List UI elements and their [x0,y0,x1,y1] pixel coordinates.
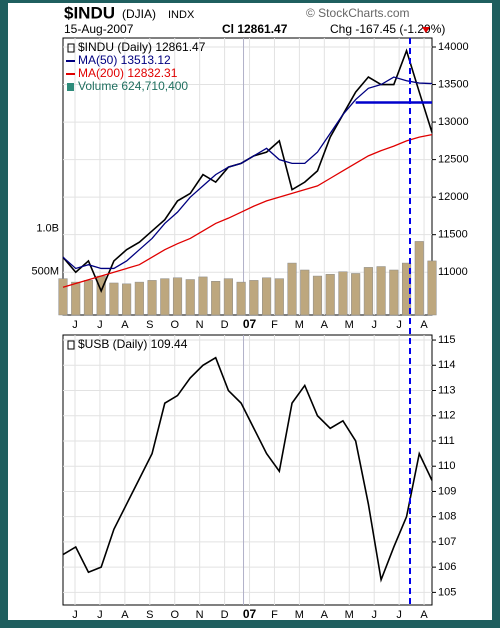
x-tick-label: M [295,609,304,621]
volume-bar [287,262,297,316]
symbol: $INDU [64,3,115,22]
volume-bar [274,278,284,316]
close: Cl 12861.47 [222,22,288,36]
x-tick-label: A [321,609,329,621]
x-tick-label: J [72,609,78,621]
volume-bar [236,281,246,316]
y-tick-label: 14000 [438,41,469,53]
volume-bar [376,266,386,316]
volume-bar [172,277,183,316]
x-tick-label: 07 [243,607,257,621]
y-tick-label: 115 [438,334,456,346]
volume-bar [147,280,157,316]
volume-bar [223,278,233,316]
x-tick-label: N [196,609,204,621]
volume-bar [198,276,208,316]
x-tick-label: F [271,609,278,621]
y-tick-label: 13500 [438,78,469,90]
y2-tick-label: 500M [31,266,59,278]
legend-label: MA(50) 13513.12 [78,53,171,67]
y2-tick-label: 1.0B [36,222,59,234]
volume-bar [122,283,132,316]
index-name: (DJIA) [122,7,156,21]
y-tick-label: 105 [438,586,456,598]
x-tick-label: A [420,319,428,331]
x-tick-label: A [420,609,428,621]
x-tick-label: O [170,319,179,331]
x-tick-label: J [97,609,103,621]
x-tick-label: S [146,319,153,331]
volume-bar [211,280,221,316]
series-line [62,76,433,270]
x-tick-label: J [396,319,402,331]
volume-bar [312,275,323,316]
y-tick-label: 12500 [438,154,469,166]
volume-bar [134,281,144,316]
date: 15-Aug-2007 [64,22,134,36]
legend-swatch [67,340,75,350]
series-line [62,356,433,583]
legend-swatch [67,83,74,91]
y-tick-label: 11500 [438,229,468,241]
x-tick-label: D [221,609,229,621]
volume-bar [325,274,335,316]
volume-bar [109,282,119,316]
change: Chg -167.45 (-1.29%) [330,22,445,36]
y-tick-label: 114 [438,359,456,371]
y-tick-label: 107 [438,536,456,548]
volume-bar [83,280,94,316]
legend-label: Volume 624,710,400 [78,79,188,93]
x-tick-label: J [97,319,103,331]
plot-area [62,334,433,606]
volume-bar [389,269,399,316]
volume-bar [58,278,68,316]
y-tick-label: 108 [438,511,456,523]
y-tick-label: 110 [438,460,456,472]
volume-bar [71,281,81,316]
y-tick-label: 113 [438,384,456,396]
x-tick-label: F [271,319,278,331]
volume-bar [363,267,373,316]
volume-bar [414,241,424,316]
volume-bar [185,279,195,316]
x-tick-label: A [121,319,129,331]
volume-bar [249,280,259,316]
x-tick-label: S [146,609,153,621]
y-tick-label: 13000 [438,116,469,128]
legend-label: $INDU (Daily) 12861.47 [78,40,206,54]
x-tick-label: M [345,609,354,621]
x-tick-label: A [321,319,329,331]
x-tick-label: D [221,319,229,331]
y-tick-label: 11000 [438,266,468,278]
volume-bar [338,271,348,316]
x-tick-label: J [72,319,78,331]
x-tick-label: 07 [243,317,257,331]
volume-bar [300,269,310,316]
legend-label: $USB (Daily) 109.44 [78,337,188,351]
down-arrow [422,27,430,33]
x-tick-label: N [196,319,204,331]
series-line [62,134,433,288]
x-tick-label: A [121,609,129,621]
legend-swatch [67,43,75,53]
volume-bar [427,260,437,316]
y-tick-label: 111 [438,435,455,447]
legend-label: MA(200) 12832.31 [78,66,178,80]
y-tick-label: 109 [438,485,456,497]
x-tick-label: M [295,319,304,331]
exchange: INDX [168,9,195,21]
volume-bar [160,278,170,316]
x-tick-label: J [396,609,402,621]
y-tick-label: 106 [438,561,456,573]
y-tick-label: 12000 [438,191,469,203]
x-tick-label: M [345,319,354,331]
y-tick-label: 112 [438,410,456,422]
x-tick-label: J [371,319,377,331]
x-tick-label: O [170,609,179,621]
x-tick-label: J [371,609,377,621]
copyright: © StockCharts.com [306,6,410,20]
volume-bar [262,277,272,316]
volume-bar [351,273,361,316]
